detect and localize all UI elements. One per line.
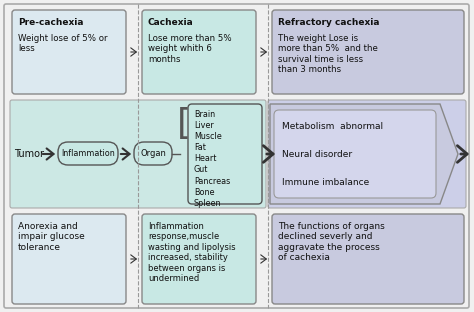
Text: Inflammation: Inflammation (61, 149, 115, 158)
FancyBboxPatch shape (134, 142, 172, 165)
Polygon shape (270, 104, 458, 204)
FancyBboxPatch shape (4, 4, 469, 308)
Text: Inflammation
response,muscle
wasting and lipolysis
increased, stability
between : Inflammation response,muscle wasting and… (148, 222, 236, 283)
FancyBboxPatch shape (274, 110, 436, 198)
FancyBboxPatch shape (58, 142, 118, 165)
FancyBboxPatch shape (272, 10, 464, 94)
Text: Tumor: Tumor (14, 149, 44, 159)
Text: Immune imbalance: Immune imbalance (282, 178, 369, 187)
FancyBboxPatch shape (12, 10, 126, 94)
FancyBboxPatch shape (142, 214, 256, 304)
Text: Metabolism  abnormal: Metabolism abnormal (282, 122, 383, 131)
FancyBboxPatch shape (142, 10, 256, 94)
Text: Cachexia: Cachexia (148, 18, 194, 27)
FancyBboxPatch shape (268, 100, 466, 208)
FancyBboxPatch shape (12, 214, 126, 304)
FancyBboxPatch shape (10, 100, 266, 208)
FancyBboxPatch shape (272, 214, 464, 304)
Text: Refractory cachexia: Refractory cachexia (278, 18, 380, 27)
Text: The functions of organs
declined severly and
aggravate the process
of cachexia: The functions of organs declined severly… (278, 222, 385, 262)
Text: [: [ (172, 107, 194, 141)
Text: Organ: Organ (140, 149, 166, 158)
Text: Brain
Liver
Muscle
Fat
Heart
Gut
Pancreas
Bone
Spleen: Brain Liver Muscle Fat Heart Gut Pancrea… (194, 110, 230, 208)
Text: Pre-cachexia: Pre-cachexia (18, 18, 83, 27)
Text: Weight lose of 5% or
less: Weight lose of 5% or less (18, 34, 108, 53)
Text: Lose more than 5%
weight whith 6
months: Lose more than 5% weight whith 6 months (148, 34, 232, 64)
Text: Neural disorder: Neural disorder (282, 150, 352, 159)
FancyBboxPatch shape (188, 104, 262, 204)
Text: The weight Lose is
more than 5%  and the
survival time is less
than 3 months: The weight Lose is more than 5% and the … (278, 34, 378, 74)
Text: Anorexia and
impair glucose
tolerance: Anorexia and impair glucose tolerance (18, 222, 85, 252)
